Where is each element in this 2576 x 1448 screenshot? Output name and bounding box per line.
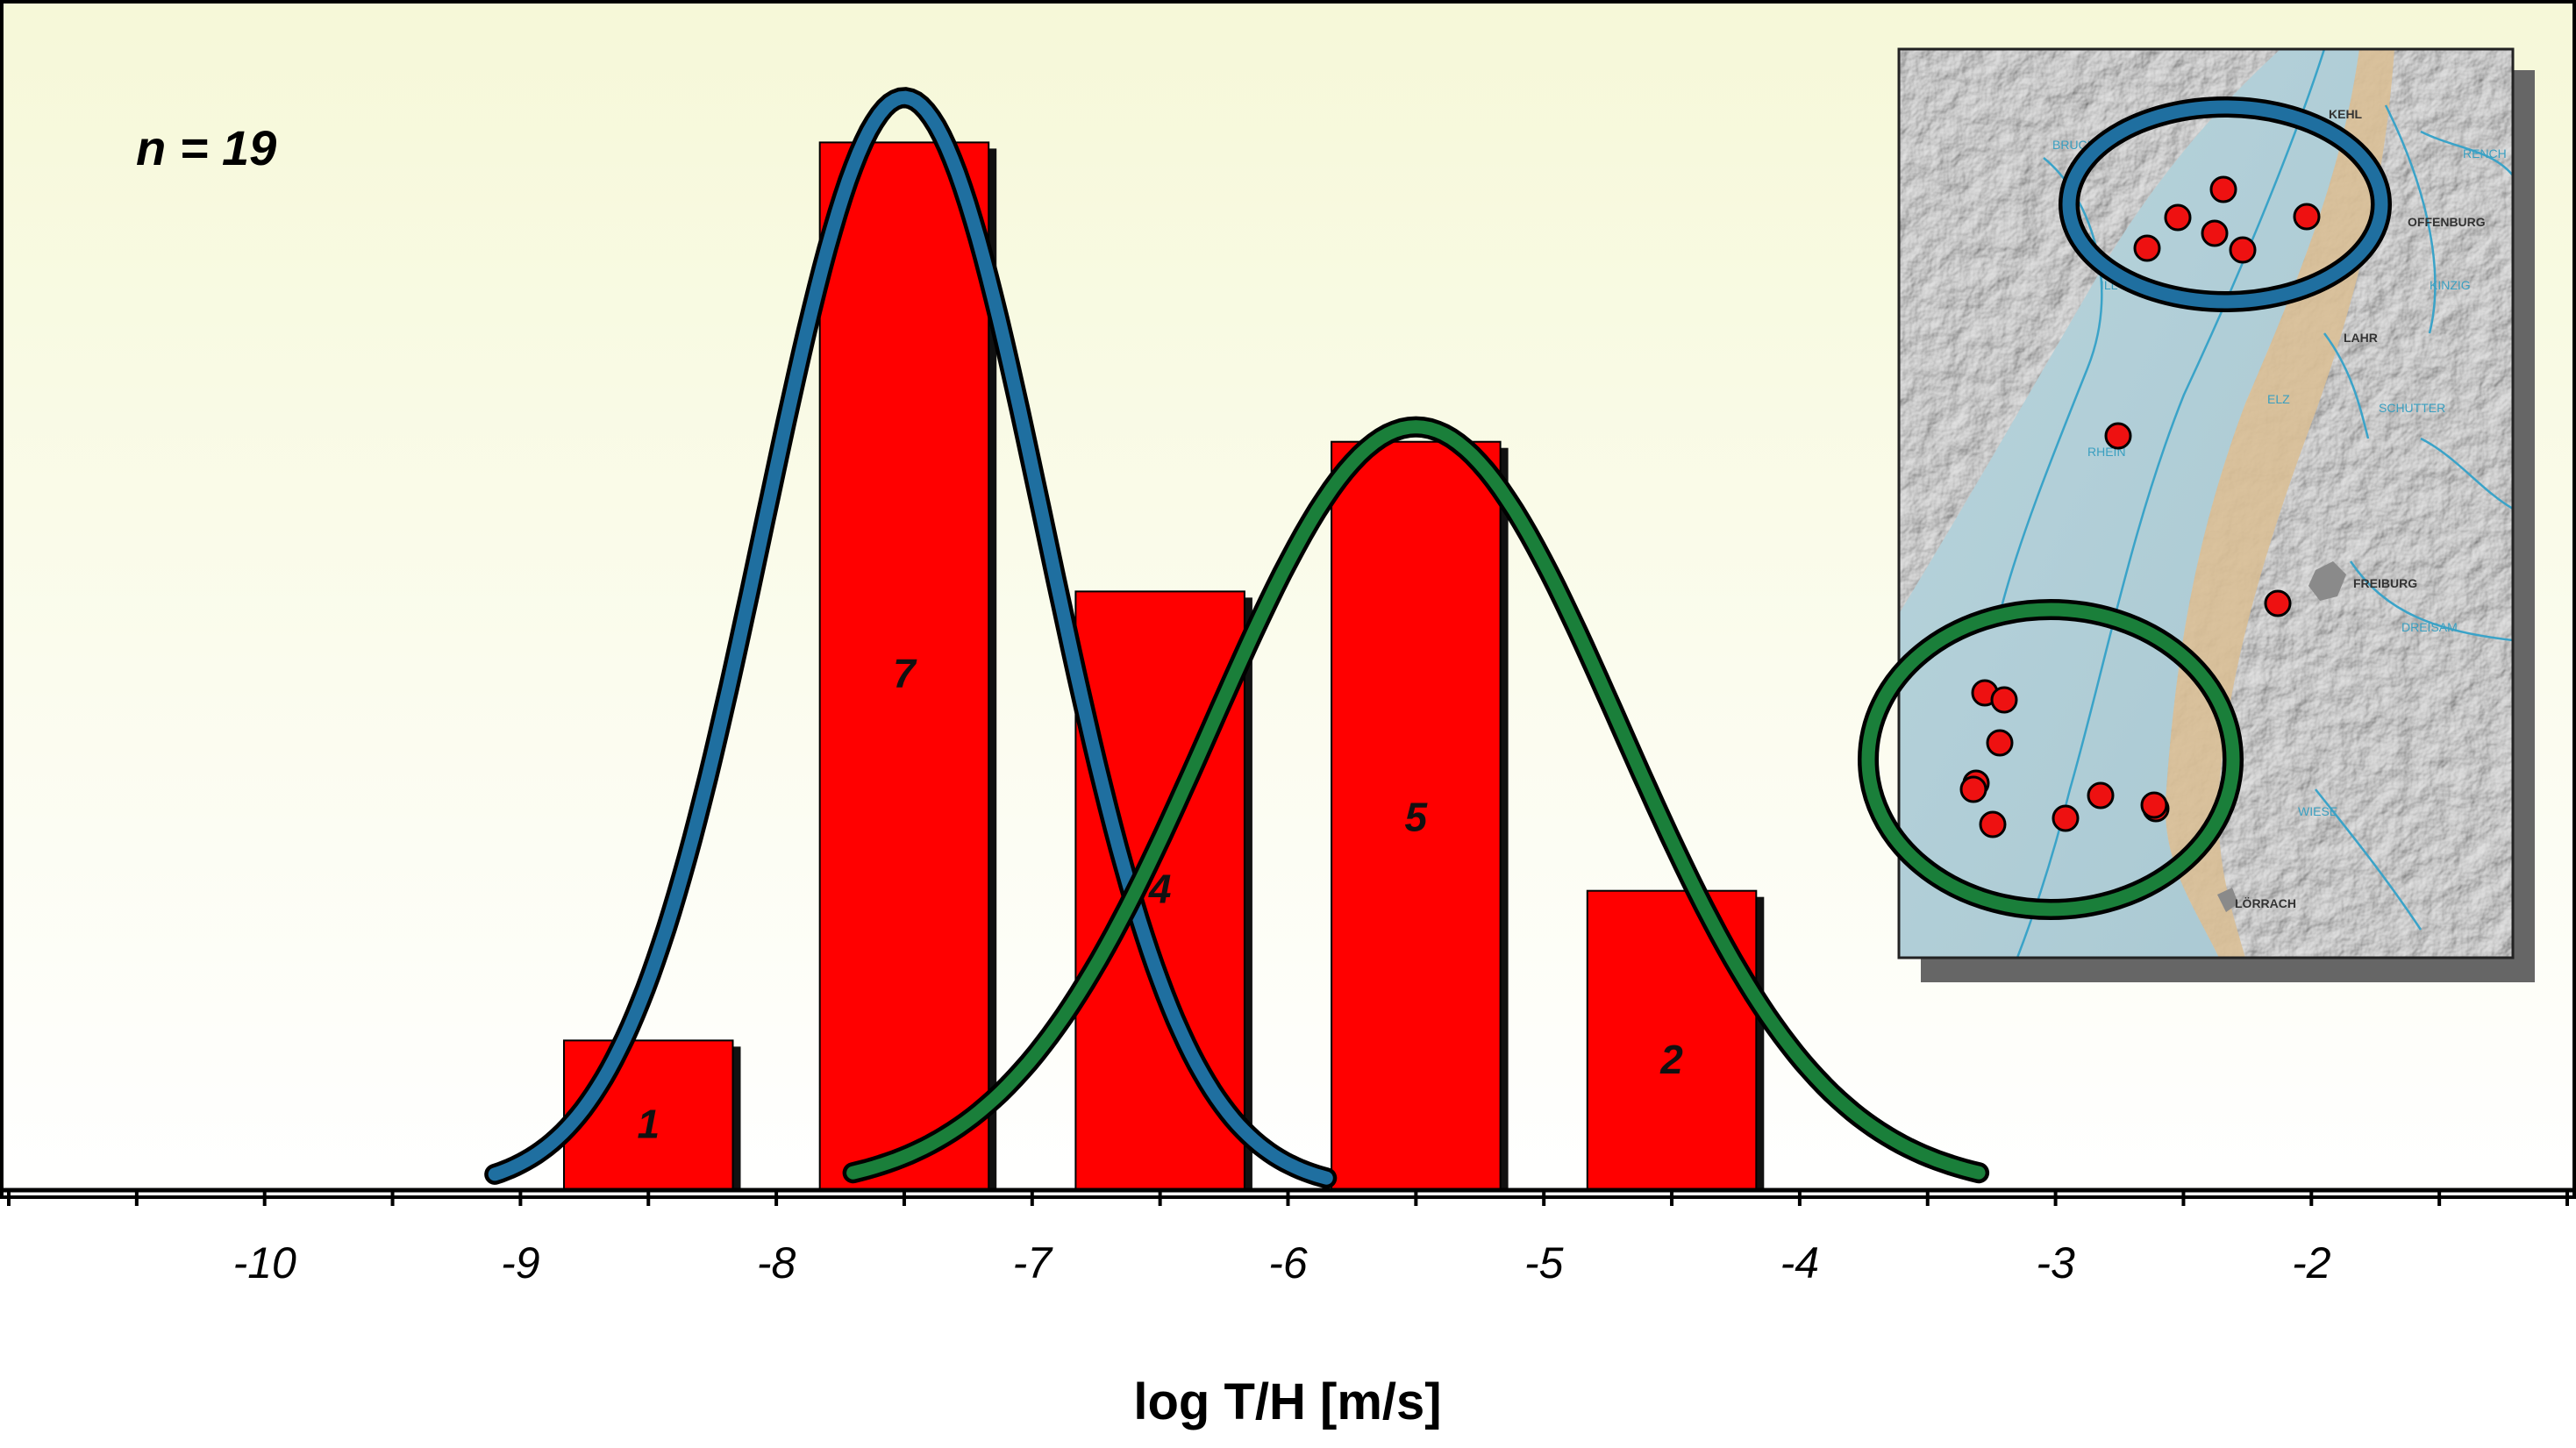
river-label-elz: ELZ: [2267, 392, 2290, 406]
city-label-lahr: LAHR: [2344, 331, 2378, 345]
sample-size-annotation: n = 19: [136, 120, 276, 175]
sampling-sites: [1959, 175, 2321, 838]
city-label-offenburg: OFFENBURG: [2408, 215, 2486, 229]
river-wiese: [2315, 788, 2423, 931]
river-label-kinzig: KINZIG: [2430, 278, 2471, 292]
bar-data-label: 1: [637, 1102, 660, 1147]
sampling-site-marker: [2264, 589, 2292, 617]
bar-data-label: 7: [893, 651, 917, 696]
city-label-kehl: KEHL: [2329, 107, 2363, 121]
x-tick-label: -9: [501, 1238, 539, 1288]
x-tick-label: -10: [233, 1238, 296, 1288]
river-rhein: [2016, 49, 2326, 958]
river-label-rench: RENCH: [2463, 146, 2507, 160]
river-kinzig: [2384, 104, 2437, 334]
x-axis-title: log T/H [m/s]: [1133, 1373, 1441, 1430]
river-label-schutter: SCHUTTER: [2379, 401, 2445, 415]
loerrach-city-area: [2217, 888, 2238, 912]
x-tick-label: -7: [1013, 1238, 1054, 1288]
map-frame: [1897, 47, 2515, 959]
river-label-dreisam: DREISAM: [2401, 620, 2458, 634]
city-label-loerrach: LÖRRACH: [2235, 896, 2296, 910]
x-tick-label: -8: [757, 1238, 796, 1288]
south-cluster-ellipse: [1861, 603, 2240, 917]
x-tick-label: -3: [2036, 1238, 2075, 1288]
sampling-site-marker: [2052, 804, 2080, 832]
sampling-site-marker: [2201, 219, 2229, 247]
inset-location-map: KEHL OFFENBURG LAHR FREIBURG LÖRRACH BRU…: [1858, 47, 2535, 982]
river-schutter: [2420, 437, 2513, 510]
river-label-wiese: WIESE: [2298, 804, 2337, 818]
sampling-site-marker: [2293, 203, 2321, 231]
city-label-freiburg: FREIBURG: [2353, 576, 2417, 590]
sampling-site-marker: [2087, 781, 2115, 810]
sampling-site-marker: [1979, 810, 2007, 838]
x-tick-label: -4: [1780, 1238, 1819, 1288]
x-tick-label: -5: [1524, 1238, 1564, 1288]
distribution-curve: [846, 420, 1986, 1180]
sampling-site-marker: [2164, 203, 2192, 232]
river-dreisam: [2349, 560, 2513, 642]
bar-data-label: 5: [1405, 794, 1429, 839]
river-ill: [1998, 157, 2103, 615]
river-elz: [2323, 332, 2370, 439]
sampling-site-marker: [1986, 729, 2014, 757]
sampling-site-marker: [2104, 422, 2132, 450]
freiburg-city-area: [2308, 561, 2346, 601]
sampling-site-marker: [1959, 775, 1987, 803]
bar-data-label: 2: [1659, 1037, 1683, 1082]
curves-layer: [484, 87, 1990, 1189]
x-tick-label: -2: [2292, 1238, 2331, 1288]
sampling-site-marker: [2229, 236, 2257, 264]
sampling-site-marker: [2209, 175, 2237, 203]
river-network: [1998, 49, 2513, 958]
sampling-site-marker: [2140, 791, 2168, 819]
river-rench: [2420, 130, 2513, 176]
sampling-site-marker: [1990, 686, 2018, 714]
distribution-curve: [488, 90, 1333, 1185]
rhine-graben-plain: [1899, 49, 2359, 958]
north-cluster-ellipse: [2062, 100, 2388, 309]
x-axis: -10 -9 -8 -7 -6 -5 -4 -3 -2: [0, 1188, 2576, 1288]
bar: [1331, 440, 1502, 1192]
sampling-site-marker: [2133, 234, 2161, 262]
x-tick-label: -6: [1268, 1238, 1308, 1288]
bar: [562, 1039, 734, 1192]
